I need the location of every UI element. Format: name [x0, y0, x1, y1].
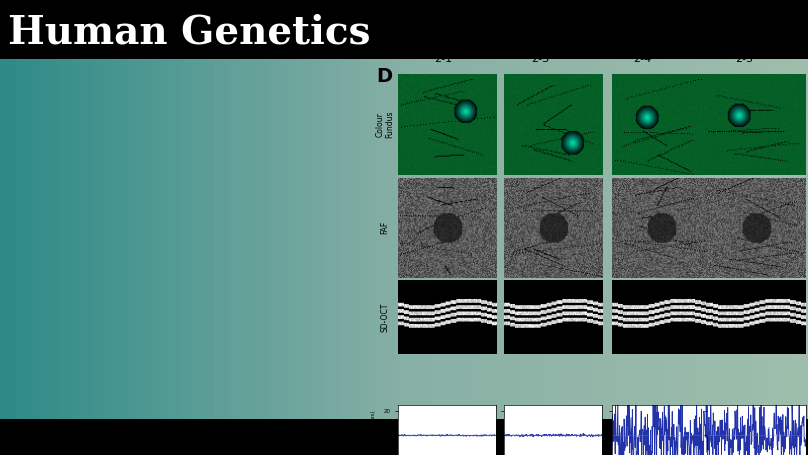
Text: 2-4: 2-4: [633, 55, 651, 64]
Text: 2-1: 2-1: [434, 55, 452, 64]
Text: 2-3: 2-3: [532, 55, 549, 64]
Text: D: D: [377, 67, 393, 86]
Text: SD-OCT: SD-OCT: [381, 302, 389, 332]
Text: EMR: EMR: [349, 427, 358, 444]
Y-axis label: Position (degrees): Position (degrees): [371, 411, 376, 455]
Text: Human Genetics: Human Genetics: [8, 14, 371, 51]
Text: 2-5: 2-5: [734, 55, 753, 64]
Text: Colour
Fundus: Colour Fundus: [375, 111, 394, 138]
Text: FAF: FAF: [381, 221, 389, 234]
